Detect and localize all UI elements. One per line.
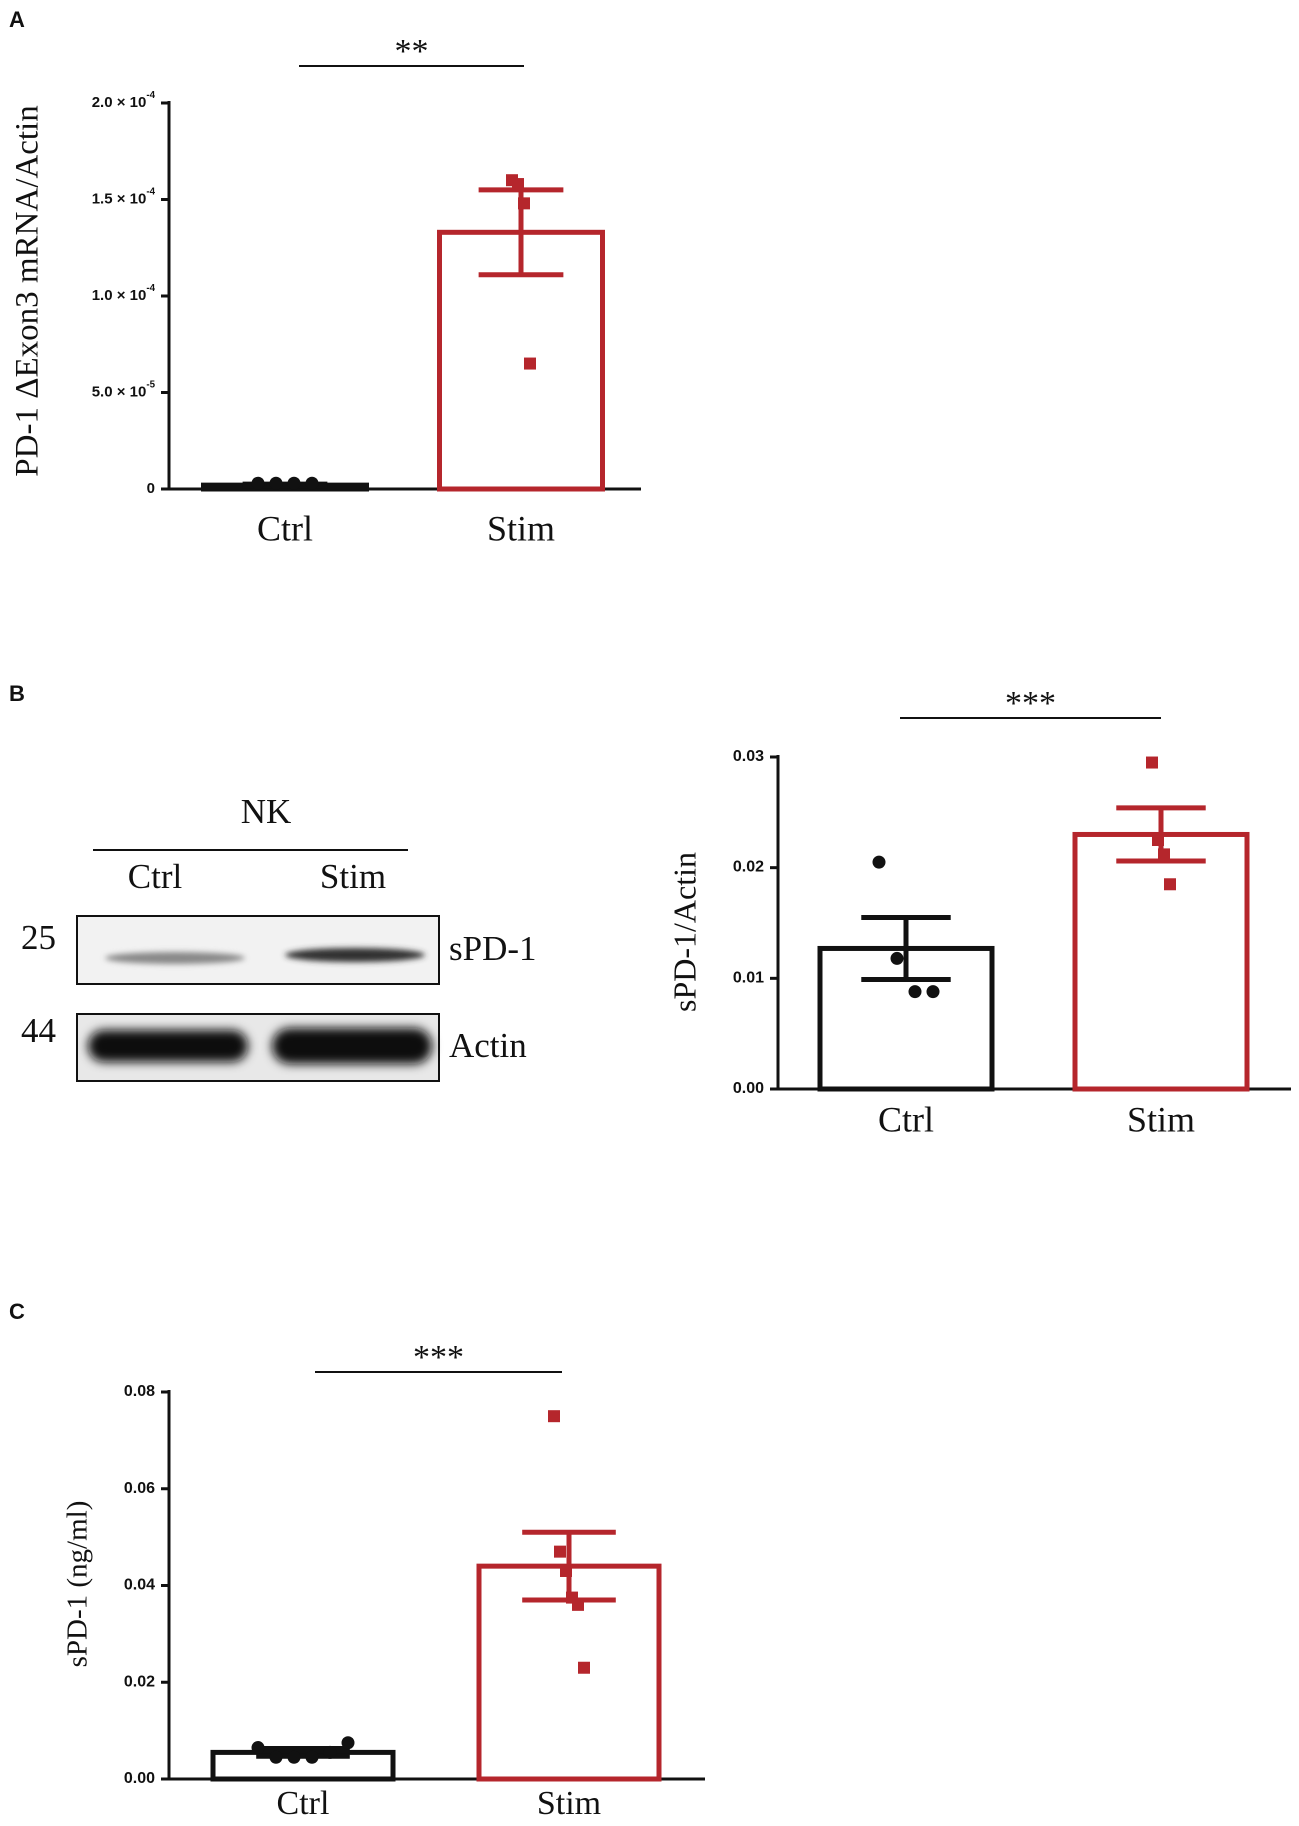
y-tick-label: 5.0 × 10-5 [92,379,156,400]
data-point [341,1736,355,1750]
y-tick-label-text: 1.5 × 10 [92,190,147,207]
bar [1072,831,1250,1092]
bar [437,229,605,492]
y-tick-label-text: 0.01 [733,970,764,987]
data-point [269,476,283,490]
data-point [548,1410,560,1423]
blot-band-label: sPD-1 [449,929,537,968]
y-tick-label: 0.02 [124,1673,155,1690]
y-tick-label-text: 0.02 [124,1673,155,1690]
y-axis-label: PD-1 ΔExon3 mRNA/Actin [10,105,46,476]
data-point [572,1598,584,1611]
x-tick-label: Ctrl [878,1099,934,1139]
blot-band [272,1028,432,1064]
data-point [512,178,524,191]
y-tick-label: 1.0 × 10-4 [92,283,156,304]
y-tick-label: 1.5 × 10-4 [92,186,156,207]
data-point [251,476,265,490]
panel-label: C [9,1299,25,1324]
blot-marker: 25 [21,918,56,957]
y-axis-label: sPD-1/Actin [666,852,702,1012]
data-point [1158,848,1170,861]
data-point [908,985,922,999]
y-tick-exponent: -4 [146,186,155,197]
blot-lane: Ctrl [128,857,183,896]
panel-label: B [9,681,25,706]
y-tick-label-text: 0.08 [124,1383,155,1400]
data-point [872,855,886,869]
y-tick-exponent: -5 [146,379,155,390]
y-tick-label: 0 [147,480,155,497]
blot-lane: Stim [320,857,386,896]
data-point [518,197,530,210]
x-tick-label: Stim [487,508,555,548]
y-tick-label: 0.00 [733,1080,764,1097]
data-point [1164,878,1176,891]
y-tick-label: 0.01 [733,970,764,987]
x-tick-label: Ctrl [257,508,313,548]
y-axis-label: sPD-1 (ng/ml) [62,1501,94,1668]
y-tick-label: 0.03 [733,748,764,765]
y-tick-label-text: 5.0 × 10 [92,383,147,400]
y-tick-label-text: 0.02 [733,859,764,876]
panel-label: A [9,7,25,32]
data-point [890,951,904,965]
blot-band-label: Actin [449,1026,527,1065]
blot-band [285,948,425,962]
y-tick-label: 0.08 [124,1383,155,1400]
y-tick-label-text: 0.04 [124,1577,155,1594]
y-tick-label-text: 0.00 [733,1080,764,1097]
data-point [323,1745,337,1759]
data-point [1152,834,1164,846]
blot-band [105,952,245,964]
y-tick-label-text: 0.03 [733,748,764,765]
x-tick-label: Stim [1127,1099,1195,1139]
data-point [1146,756,1158,769]
data-point [578,1661,590,1674]
y-tick-exponent: -4 [146,90,155,101]
significance-label: ** [395,33,429,70]
data-point [305,476,319,490]
y-tick-label: 0.02 [733,859,764,876]
significance-label: *** [1005,685,1056,722]
data-point [287,476,301,490]
bar [817,945,995,1092]
blot-band [88,1030,248,1062]
significance-label: *** [413,1339,464,1376]
blot-group: NK [241,792,292,831]
data-point [926,985,940,999]
data-point [554,1545,566,1558]
western-blot: NK Ctrl Stim 25 44 sPD-1 Actin [21,792,537,1082]
y-tick-label: 0.00 [124,1770,155,1787]
data-point [251,1741,265,1755]
data-point [305,1750,319,1764]
y-tick-label-text: 2.0 × 10 [92,94,147,111]
y-tick-label-text: 1.0 × 10 [92,287,147,304]
data-point [287,1750,301,1764]
y-tick-label-text: 0.06 [124,1480,155,1497]
y-tick-label: 2.0 × 10-4 [92,90,156,111]
y-tick-label: 0.04 [124,1577,155,1594]
y-tick-exponent: -4 [146,283,155,294]
data-point [560,1564,572,1577]
data-point [524,357,536,370]
x-tick-label: Ctrl [277,1785,330,1822]
y-tick-label-text: 0.00 [124,1770,155,1787]
blot-marker: 44 [21,1011,56,1050]
data-point [269,1750,283,1764]
y-tick-label: 0.06 [124,1480,155,1497]
y-tick-label-text: 0 [147,480,155,497]
x-tick-label: Stim [537,1785,601,1822]
